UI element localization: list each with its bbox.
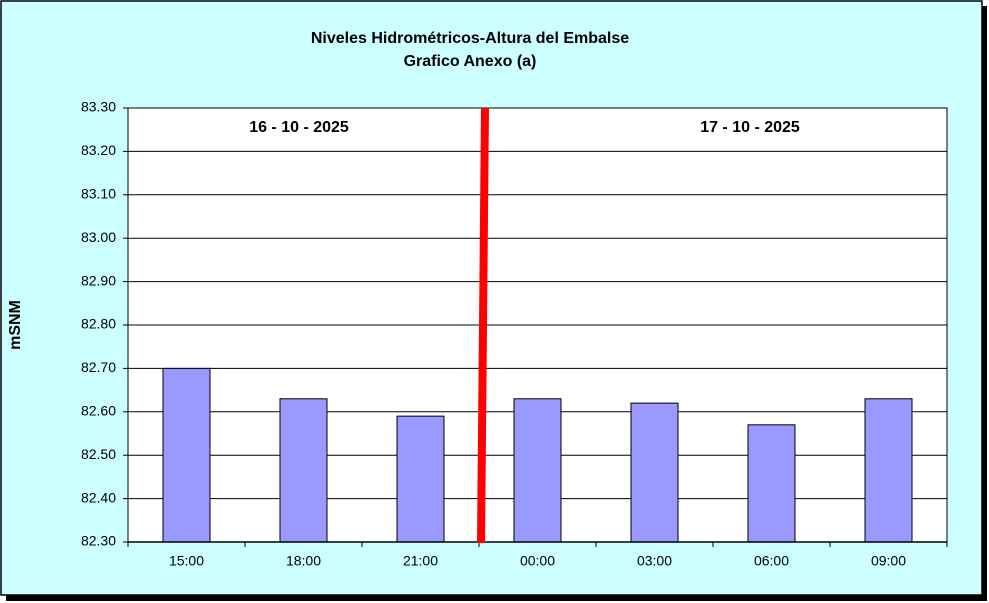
x-tick-label: 15:00 <box>169 553 204 569</box>
y-axis-label: mSNM <box>7 300 24 350</box>
y-tick-label: 83.10 <box>81 186 116 202</box>
y-tick-label: 83.00 <box>81 229 116 245</box>
bar <box>513 398 562 543</box>
y-tick-label: 83.30 <box>81 99 116 115</box>
x-tick-label: 00:00 <box>520 553 555 569</box>
bar <box>279 398 328 543</box>
y-tick-label: 82.30 <box>81 533 116 549</box>
x-tick-label: 21:00 <box>403 553 438 569</box>
y-tick-label: 82.60 <box>81 403 116 419</box>
bar <box>864 398 913 543</box>
chart-title: Niveles Hidrométricos-Altura del Embalse <box>311 30 629 47</box>
x-tick-label: 18:00 <box>286 553 321 569</box>
y-tick-label: 82.90 <box>81 272 116 288</box>
y-tick-label: 82.70 <box>81 359 116 375</box>
x-tick-label: 06:00 <box>754 553 789 569</box>
chart-subtitle: Grafico Anexo (a) <box>404 53 537 70</box>
date-annotation: 17 - 10 - 2025 <box>700 119 800 136</box>
bar <box>162 367 211 543</box>
bar <box>396 415 445 543</box>
y-tick-label: 82.80 <box>81 316 116 332</box>
y-tick-label: 83.20 <box>81 142 116 158</box>
y-tick-label: 82.50 <box>81 446 116 462</box>
x-tick-label: 03:00 <box>637 553 672 569</box>
x-tick-label: 09:00 <box>871 553 906 569</box>
day-divider <box>477 108 489 543</box>
bar <box>630 402 679 543</box>
y-tick-label: 82.40 <box>81 489 116 505</box>
marks: 82.30 82.40 82.50 82.60 82.70 82.80 82.90 83.00… <box>81 99 948 569</box>
bar <box>747 424 796 543</box>
date-annotation: 16 - 10 - 2025 <box>249 119 349 136</box>
